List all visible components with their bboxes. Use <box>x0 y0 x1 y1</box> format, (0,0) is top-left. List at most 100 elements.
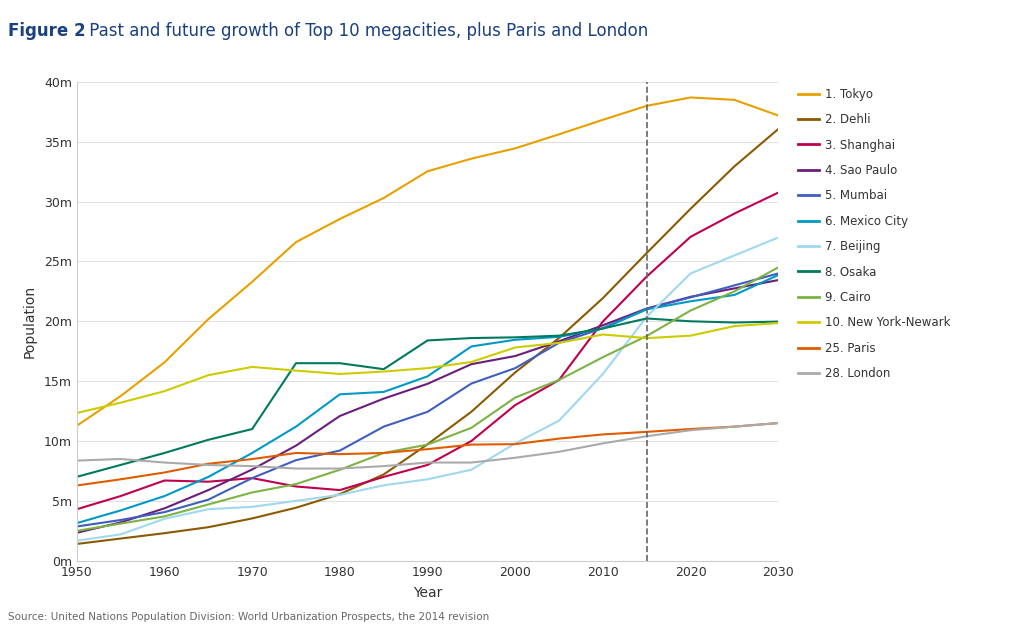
2. Dehli <box>421 440 433 448</box>
7. Beijing <box>553 417 565 425</box>
25. Paris <box>202 460 214 467</box>
5. Mumbai <box>597 324 609 332</box>
4. Sao Paulo <box>378 395 390 403</box>
10. New York-Newark <box>421 364 433 372</box>
6. Mexico City <box>641 306 653 313</box>
28. London <box>684 427 696 434</box>
8. Osaka <box>159 449 171 457</box>
4. Sao Paulo <box>246 466 258 473</box>
4. Sao Paulo <box>465 360 477 368</box>
3. Shanghai <box>597 318 609 325</box>
28. London <box>597 440 609 447</box>
4. Sao Paulo <box>772 277 784 284</box>
1. Tokyo <box>159 358 171 366</box>
4. Sao Paulo <box>641 305 653 312</box>
7. Beijing <box>597 370 609 378</box>
8. Osaka <box>684 318 696 325</box>
3. Shanghai <box>115 492 127 500</box>
3. Shanghai <box>641 273 653 280</box>
8. Osaka <box>772 318 784 325</box>
10. New York-Newark <box>378 368 390 375</box>
3. Shanghai <box>728 210 740 217</box>
2. Dehli <box>378 471 390 478</box>
6. Mexico City <box>465 343 477 350</box>
Line: 6. Mexico City: 6. Mexico City <box>77 275 778 523</box>
1. Tokyo <box>246 278 258 285</box>
8. Osaka <box>509 333 521 341</box>
8. Osaka <box>290 359 302 367</box>
4. Sao Paulo <box>290 442 302 449</box>
28. London <box>728 423 740 430</box>
2. Dehli <box>772 125 784 133</box>
10. New York-Newark <box>246 363 258 370</box>
3. Shanghai <box>684 233 696 241</box>
1. Tokyo <box>71 422 83 430</box>
3. Shanghai <box>553 376 565 384</box>
5. Mumbai <box>115 516 127 524</box>
9. Cairo <box>115 520 127 527</box>
10. New York-Newark <box>465 358 477 366</box>
2. Dehli <box>728 163 740 170</box>
1. Tokyo <box>465 155 477 163</box>
7. Beijing <box>728 252 740 260</box>
5. Mumbai <box>290 456 302 464</box>
1. Tokyo <box>421 168 433 175</box>
6. Mexico City <box>772 272 784 279</box>
5. Mumbai <box>684 294 696 301</box>
3. Shanghai <box>246 474 258 482</box>
8. Osaka <box>202 436 214 444</box>
25. Paris <box>728 423 740 430</box>
6. Mexico City <box>202 473 214 481</box>
25. Paris <box>71 482 83 490</box>
1. Tokyo <box>772 112 784 119</box>
1. Tokyo <box>553 130 565 138</box>
4. Sao Paulo <box>421 380 433 387</box>
6. Mexico City <box>71 519 83 527</box>
9. Cairo <box>684 307 696 314</box>
3. Shanghai <box>334 486 346 494</box>
2. Dehli <box>684 205 696 212</box>
9. Cairo <box>728 287 740 295</box>
2. Dehli <box>290 504 302 512</box>
7. Beijing <box>202 505 214 513</box>
6. Mexico City <box>115 507 127 514</box>
7. Beijing <box>290 497 302 505</box>
6. Mexico City <box>290 423 302 430</box>
28. London <box>421 459 433 466</box>
9. Cairo <box>71 527 83 535</box>
3. Shanghai <box>465 437 477 445</box>
10. New York-Newark <box>159 387 171 395</box>
1. Tokyo <box>334 215 346 223</box>
6. Mexico City <box>684 297 696 305</box>
1. Tokyo <box>641 102 653 110</box>
28. London <box>772 420 784 427</box>
28. London <box>71 457 83 464</box>
6. Mexico City <box>597 324 609 332</box>
Y-axis label: Population: Population <box>23 285 37 358</box>
8. Osaka <box>465 335 477 342</box>
2. Dehli <box>115 535 127 542</box>
25. Paris <box>290 449 302 457</box>
6. Mexico City <box>246 449 258 457</box>
25. Paris <box>509 440 521 448</box>
9. Cairo <box>641 332 653 340</box>
10. New York-Newark <box>71 410 83 417</box>
9. Cairo <box>509 394 521 401</box>
2. Dehli <box>641 249 653 257</box>
8. Osaka <box>597 324 609 332</box>
10. New York-Newark <box>334 370 346 378</box>
X-axis label: Year: Year <box>413 585 442 600</box>
25. Paris <box>421 445 433 453</box>
28. London <box>641 432 653 440</box>
5. Mumbai <box>553 339 565 346</box>
7. Beijing <box>71 537 83 544</box>
8. Osaka <box>378 365 390 373</box>
5. Mumbai <box>378 423 390 430</box>
5. Mumbai <box>71 523 83 530</box>
10. New York-Newark <box>290 367 302 374</box>
8. Osaka <box>115 461 127 469</box>
Line: 8. Osaka: 8. Osaka <box>77 318 778 477</box>
28. London <box>378 462 390 470</box>
28. London <box>334 465 346 472</box>
10. New York-Newark <box>509 344 521 352</box>
